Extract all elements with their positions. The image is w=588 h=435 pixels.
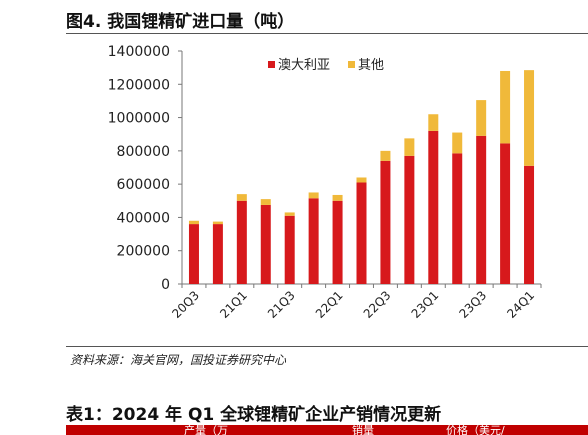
bar-segment-australia <box>356 182 367 284</box>
bar-segment-other <box>188 220 199 225</box>
chart-bars <box>188 70 535 284</box>
figure-title: 图4. 我国锂精矿进口量（吨） <box>66 12 295 32</box>
table-title: 表1：2024 年 Q1 全球锂精矿企业产销情况更新 <box>66 405 442 425</box>
bar-segment-australia <box>524 165 535 284</box>
table-header-cell: 销量 <box>352 425 374 435</box>
bar-segment-australia <box>284 215 295 284</box>
bottom-rule <box>66 346 588 347</box>
bar-segment-australia <box>428 130 439 284</box>
top-rule <box>66 33 588 34</box>
x-tick-label: 23Q3 <box>457 288 490 321</box>
bar-segment-other <box>284 212 295 216</box>
bar-segment-other <box>524 70 535 166</box>
y-tick-label: 0 <box>161 277 170 293</box>
y-tick-label: 1200000 <box>108 77 170 93</box>
bar-segment-other <box>236 194 247 201</box>
bar-segment-australia <box>260 204 271 284</box>
legend-swatch <box>268 61 275 68</box>
table-header-bar: 产量（万 销量 价格（美元/ <box>66 425 588 435</box>
bar-segment-other <box>380 150 391 161</box>
x-tick-label: 22Q3 <box>361 288 394 321</box>
source-note: 资料来源：海关官网，国投证券研究中心 <box>70 353 287 367</box>
x-tick-label: 21Q1 <box>217 288 250 321</box>
y-tick-label: 1000000 <box>108 111 170 127</box>
chart-legend: 澳大利亚 其他 <box>268 57 384 73</box>
bar-segment-australia <box>308 198 319 284</box>
bar-segment-other <box>500 70 511 144</box>
legend-swatch <box>348 61 355 68</box>
legend-label: 澳大利亚 <box>278 57 330 73</box>
bar-segment-australia <box>380 160 391 284</box>
bar-segment-other <box>308 192 319 199</box>
stacked-bar-chart: 0 200000 400000 600000 800000 1000000 1200000 1… <box>108 44 542 321</box>
bar-segment-australia <box>236 200 247 284</box>
bar-segment-australia <box>476 135 487 284</box>
chart-axes: 0 200000 400000 600000 800000 1000000 1200000 1… <box>108 44 542 321</box>
bar-segment-other <box>212 221 223 225</box>
x-tick-label: 24Q1 <box>504 288 537 321</box>
table-header-cell: 价格（美元/ <box>446 425 505 435</box>
legend-label: 其他 <box>358 58 384 73</box>
bar-segment-other <box>356 177 367 183</box>
y-tick-label: 600000 <box>117 177 170 193</box>
bar-segment-other <box>332 194 343 201</box>
bar-segment-australia <box>404 155 415 284</box>
bar-segment-other <box>428 114 439 131</box>
bar-segment-australia <box>188 224 199 284</box>
table-header-cell: 产量（万 <box>184 425 228 435</box>
bar-segment-australia <box>500 143 511 284</box>
x-tick-label: 21Q3 <box>265 288 298 321</box>
bar-segment-australia <box>452 153 463 284</box>
bar-segment-other <box>452 132 463 154</box>
bar-segment-other <box>260 199 271 205</box>
y-tick-label: 200000 <box>117 244 170 260</box>
x-tick-label: 22Q1 <box>313 288 346 321</box>
bar-segment-australia <box>212 224 223 284</box>
bar-segment-australia <box>332 200 343 284</box>
y-tick-label: 400000 <box>117 210 170 226</box>
bar-segment-other <box>404 138 415 156</box>
y-tick-label: 1400000 <box>108 44 170 60</box>
x-tick-label: 23Q1 <box>409 288 442 321</box>
bar-segment-other <box>476 100 487 136</box>
y-tick-label: 800000 <box>117 144 170 160</box>
x-tick-label: 20Q3 <box>169 288 202 321</box>
